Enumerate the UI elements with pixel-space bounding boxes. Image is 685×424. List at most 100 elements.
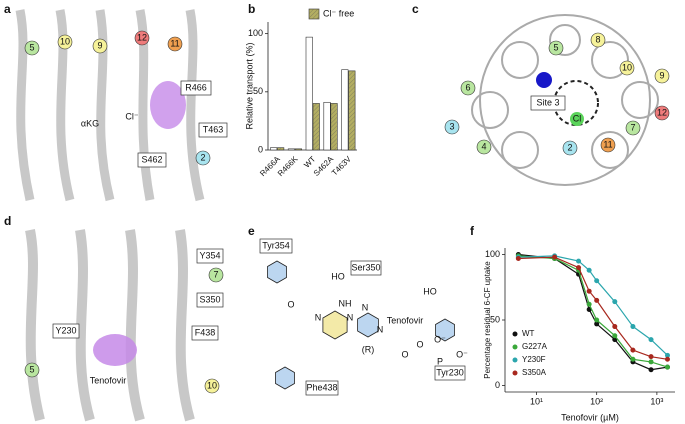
helix-marker xyxy=(208,267,224,283)
residue-box xyxy=(434,365,466,381)
helix-marker xyxy=(619,60,635,76)
point xyxy=(586,307,592,313)
helix-number: 10 xyxy=(60,36,70,46)
y-tick-label: 0 xyxy=(258,144,263,154)
x-tick-label: R466K xyxy=(276,154,300,178)
helix-number: 8 xyxy=(595,34,600,44)
bar xyxy=(270,147,278,151)
point xyxy=(594,321,600,327)
label: N xyxy=(377,324,384,334)
ring xyxy=(435,318,455,342)
helix-number: 11 xyxy=(170,38,179,48)
residue-box xyxy=(530,95,566,111)
point xyxy=(648,337,654,343)
helix-marker xyxy=(444,119,460,135)
point xyxy=(664,356,670,362)
residue-box xyxy=(137,152,167,168)
label: N xyxy=(347,312,354,322)
ring xyxy=(275,366,295,390)
residue-label: Tyr354 xyxy=(262,240,290,250)
label: (R) xyxy=(362,344,375,354)
point xyxy=(594,278,600,284)
helix-number: 10 xyxy=(207,380,217,390)
bar-hatch xyxy=(313,103,320,150)
density xyxy=(93,334,137,366)
x-axis-label: Tenofovir (µM) xyxy=(561,412,619,422)
y-axis-label: Percentage residual 6-CF uptake xyxy=(483,261,492,379)
point xyxy=(586,301,592,307)
residue-label: Tyr230 xyxy=(436,367,464,377)
legend-marker xyxy=(512,357,518,363)
panel-label: f xyxy=(470,224,475,238)
point xyxy=(630,347,636,353)
y-tick-label: 50 xyxy=(490,314,500,324)
ring xyxy=(357,312,379,338)
panel-d-art xyxy=(25,229,195,422)
helix-number: 12 xyxy=(657,107,667,117)
helix-number: 7 xyxy=(213,269,218,279)
point xyxy=(594,297,600,303)
legend-label: G227A xyxy=(522,342,548,351)
ion xyxy=(570,112,584,126)
point xyxy=(664,352,670,358)
legend-label: WT xyxy=(522,329,535,338)
helix-marker xyxy=(654,68,670,84)
panel-label: e xyxy=(248,224,255,238)
residue-label: S350 xyxy=(199,294,220,304)
residue-box xyxy=(259,238,293,254)
label: HO xyxy=(331,271,345,281)
residue-box xyxy=(305,380,339,396)
label: αKG xyxy=(81,118,99,128)
helix-number: 7 xyxy=(630,122,635,132)
bar-hatch xyxy=(295,148,302,150)
legend-marker xyxy=(512,370,518,376)
point xyxy=(664,364,670,370)
panel-label: a xyxy=(4,2,11,16)
point xyxy=(612,333,618,339)
label: Tenofovir xyxy=(387,315,424,325)
x-tick-label: 10³ xyxy=(650,396,663,406)
panel-c-art xyxy=(471,14,659,186)
panel-label: c xyxy=(412,2,419,16)
y-tick-label: 100 xyxy=(248,28,263,38)
helix-number: 9 xyxy=(97,40,102,50)
residue-label: S462 xyxy=(141,154,162,164)
residue-label: F438 xyxy=(195,327,216,337)
helix-marker xyxy=(134,30,150,46)
label: O xyxy=(416,339,423,349)
bar xyxy=(305,36,313,151)
series-line xyxy=(518,255,668,356)
helix-marker xyxy=(476,139,492,155)
helix-marker xyxy=(92,38,108,54)
point xyxy=(552,254,558,260)
residue-label: Site 3 xyxy=(536,97,559,107)
helix-number: 10 xyxy=(622,62,632,72)
helix-marker xyxy=(460,80,476,96)
helix-marker xyxy=(654,105,670,121)
bar xyxy=(323,101,331,151)
bar-hatch xyxy=(277,147,284,150)
point xyxy=(586,267,592,273)
density xyxy=(150,81,186,129)
residue-box xyxy=(196,292,224,308)
label: Cl⁻ xyxy=(125,111,138,121)
residue-label: R466 xyxy=(185,82,207,92)
helix-number: 5 xyxy=(29,42,34,52)
residue-box xyxy=(52,323,80,339)
label: O⁻ xyxy=(434,334,446,344)
helix-marker xyxy=(24,40,40,56)
residue-label: Phe438 xyxy=(306,382,337,392)
point xyxy=(594,317,600,323)
residue-label: Y354 xyxy=(199,250,220,260)
point xyxy=(586,288,592,294)
point xyxy=(612,337,618,343)
label: Tenofovir xyxy=(90,375,127,385)
bar-hatch xyxy=(330,103,338,150)
point xyxy=(612,299,618,305)
legend-label: S350A xyxy=(522,368,547,377)
helix-number: 11 xyxy=(603,139,612,149)
helix-marker xyxy=(24,362,40,378)
helix-number: 12 xyxy=(137,32,147,42)
residue-box xyxy=(198,122,228,138)
